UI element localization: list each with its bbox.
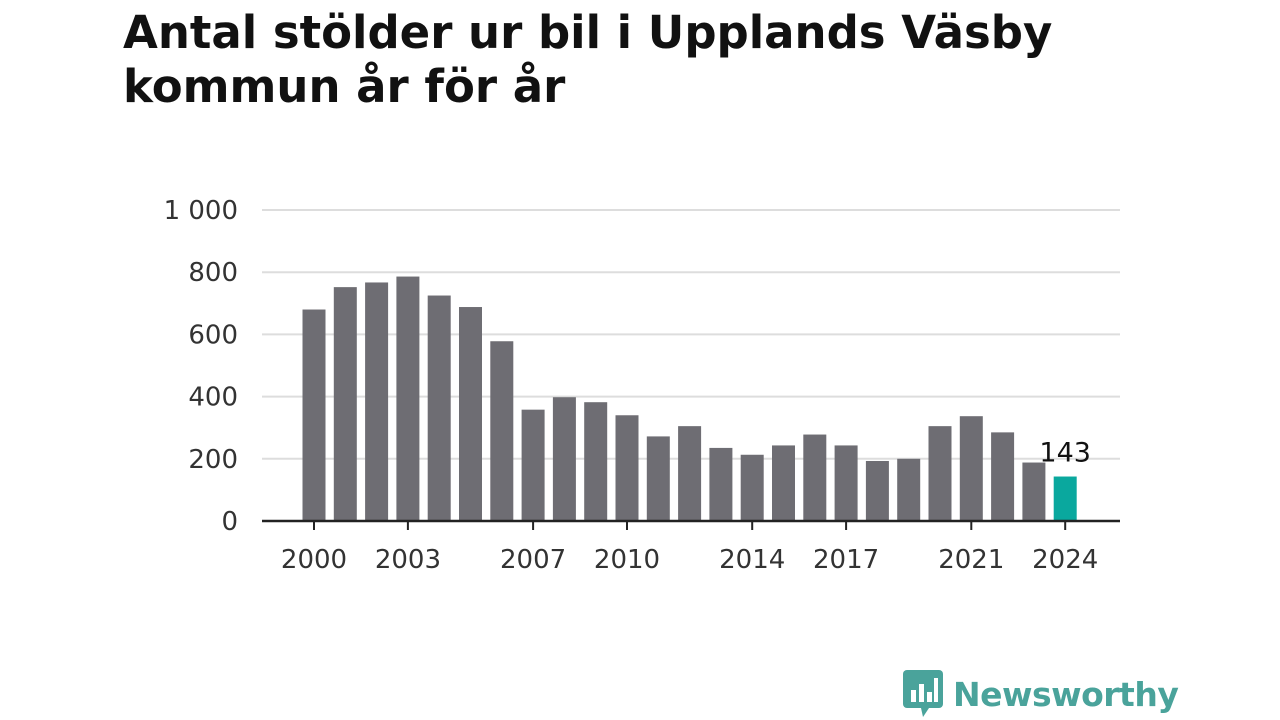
data-label-2024: 143 [1039, 438, 1091, 469]
bar-2016 [803, 434, 827, 521]
bars [302, 276, 1077, 521]
x-tick-label: 2000 [281, 545, 347, 575]
bar-2021 [959, 416, 983, 521]
bar-2005 [459, 307, 482, 521]
y-axis-ticks: 0 200 400 600 800 1 000 [164, 196, 238, 537]
x-tick-label: 2017 [813, 545, 879, 575]
bar-2013 [709, 447, 733, 521]
bar-2003 [396, 276, 420, 521]
bar-2015 [772, 445, 795, 521]
y-tick-label: 400 [188, 383, 238, 413]
chart-title: Antal stölder ur bil i Upplands Väsby ko… [123, 6, 1053, 113]
newsworthy-logo: Newsworthy [903, 670, 1179, 718]
x-tick-label: 2014 [719, 545, 785, 575]
x-tick-label: 2010 [594, 545, 660, 575]
bar-2009 [584, 402, 608, 521]
bar-2020 [928, 426, 952, 521]
bar-2023 [1022, 462, 1046, 521]
x-tick-label: 2021 [938, 545, 1004, 575]
y-tick-label: 0 [221, 507, 238, 537]
bar-2007 [521, 409, 545, 521]
y-tick-label: 200 [188, 445, 238, 475]
y-tick-label: 800 [188, 258, 238, 288]
x-tick-label: 2003 [375, 545, 441, 575]
bar-2004 [427, 295, 451, 521]
bar-2006 [490, 341, 514, 521]
logo-text: Newsworthy [953, 674, 1179, 714]
bar-2018 [865, 460, 889, 521]
gridlines [262, 209, 1120, 460]
data-labels: 143 [1039, 438, 1091, 469]
bar-2017 [834, 445, 858, 521]
bar-2011 [646, 436, 670, 521]
y-tick-label: 1 000 [164, 196, 238, 226]
bar-2019 [897, 458, 921, 521]
x-tick-label: 2007 [500, 545, 566, 575]
bar-2002 [365, 282, 389, 521]
bar-2008 [552, 397, 576, 521]
x-tick-label: 2024 [1032, 545, 1098, 575]
y-tick-label: 600 [188, 320, 238, 350]
x-axis-ticks: 2000 2003 2007 2010 2014 2017 2021 2024 [281, 521, 1098, 575]
bar-2024 [1053, 476, 1077, 521]
bar-chart-speech-bubble-icon [903, 670, 943, 717]
bar-2001 [333, 287, 357, 521]
bar-2000 [302, 309, 326, 521]
bar-2012 [678, 426, 702, 521]
bar-2010 [615, 415, 639, 521]
bar-2014 [740, 454, 764, 521]
bar-2022 [991, 432, 1015, 521]
